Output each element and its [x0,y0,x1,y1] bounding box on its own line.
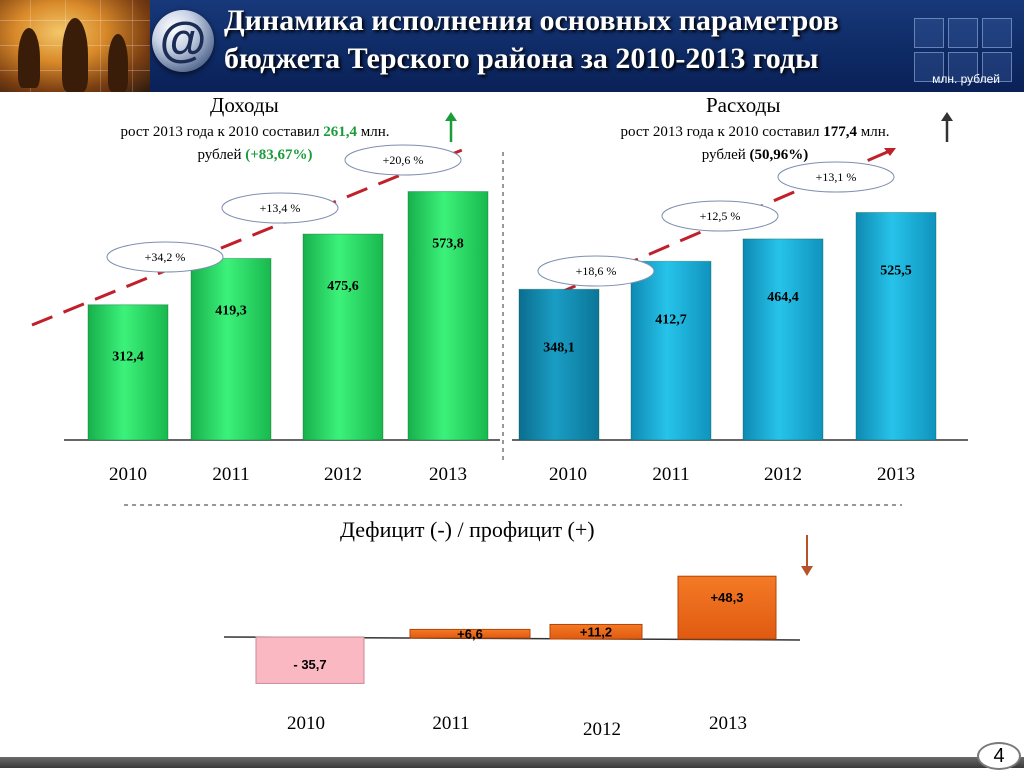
deficit-bar-2011 [409,628,531,639]
income-value-label-2012: 475,6 [327,279,359,294]
deficit-bar-2013 [677,575,777,640]
expense-growth-label-3: +13,1 % [816,170,857,184]
expense-value-label-2012: 464,4 [767,290,799,305]
income-bar-2011 [190,257,272,441]
income-bar-2010 [87,304,169,441]
expense-value-label-2010: 348,1 [543,340,575,355]
expense-growth-bubble-1 [537,255,655,287]
expense-growth-bubble-2 [661,200,779,232]
income-growth-label-2: +13,4 % [260,201,301,215]
income-growth-bubble-2 [221,192,339,224]
income-value-label-2010: 312,4 [112,350,144,365]
expense-year-2011: 2011 [652,464,690,485]
income-growth-bubble-3 [344,144,462,176]
expense-subtitle: рост 2013 года к 2010 составил 177,4 млн… [620,124,890,163]
income-growth-value: 261,4 [323,124,357,140]
expense-growth-value: 177,4 [823,124,857,140]
income-value-label-2011: 419,3 [215,303,247,318]
header-banner: @ Динамика исполнения основных параметро… [0,0,1024,92]
income-bar-2012 [302,233,384,441]
deficit-value-label-2011: +6,6 [457,627,483,642]
expense-growth-percent: (50,96%) [749,147,809,163]
income-growth-percent: (+83,67%) [245,147,313,163]
deficit-down-arrow-icon [801,535,813,576]
expense-year-2012: 2012 [764,464,802,485]
income-year-2010: 2010 [109,464,147,485]
title-line-2: бюджета Терского района за 2010-2013 год… [224,42,819,75]
income-heading: Доходы [210,93,279,117]
header-photo [0,0,150,92]
unit-label: млн. рублей [932,72,1000,86]
income-value-label-2013: 573,8 [432,237,464,252]
deficit-year-2012: 2012 [583,719,621,740]
expense-bar-2012 [742,238,824,441]
deficit-year-2011: 2011 [432,713,470,734]
income-up-arrow-icon [445,112,457,142]
income-year-2012: 2012 [324,464,362,485]
income-trend-line [31,148,463,327]
deficit-title: Дефицит (-) / профицит (+) [340,517,595,542]
deficit-value-label-2012: +11,2 [580,625,612,640]
expense-year-2013: 2013 [877,464,915,485]
page-number: 4 [977,742,1021,770]
expense-up-arrow-icon [941,112,953,142]
expense-value-label-2011: 412,7 [655,312,687,327]
deficit-bar-2012 [549,623,643,640]
page-title: Динамика исполнения основных параметров … [224,2,924,78]
income-growth-label-3: +20,6 % [383,153,424,167]
income-year-2011: 2011 [212,464,250,485]
income-growth-bubble-1 [106,241,224,273]
title-line-1: Динамика исполнения основных параметров [224,4,839,37]
income-bar-2013 [407,191,489,441]
income-year-2013: 2013 [429,464,467,485]
footer-bar [0,757,1024,768]
deficit-year-2010: 2010 [287,713,325,734]
deficit-year-2013: 2013 [709,713,747,734]
expense-year-2010: 2010 [549,464,587,485]
expense-trend-arrowhead [884,148,896,156]
expense-heading: Расходы [706,93,781,117]
deficit-value-label-2010: - 35,7 [293,657,326,672]
expense-bar-2013 [855,211,937,441]
header-tiles [904,0,1024,92]
deficit-value-label-2013: +48,3 [711,590,744,605]
expense-bar-2011 [630,260,712,441]
expense-bar-2010 [518,288,600,441]
deficit-bar-2010 [255,636,365,684]
income-growth-label-1: +34,2 % [145,250,186,264]
expense-growth-bubble-3 [777,161,895,193]
expense-growth-label-1: +18,6 % [576,264,617,278]
expense-growth-label-2: +12,5 % [700,209,741,223]
income-subtitle: рост 2013 года к 2010 составил 261,4 млн… [120,124,390,163]
at-sign-logo: @ [152,10,214,72]
expense-value-label-2013: 525,5 [880,263,912,278]
